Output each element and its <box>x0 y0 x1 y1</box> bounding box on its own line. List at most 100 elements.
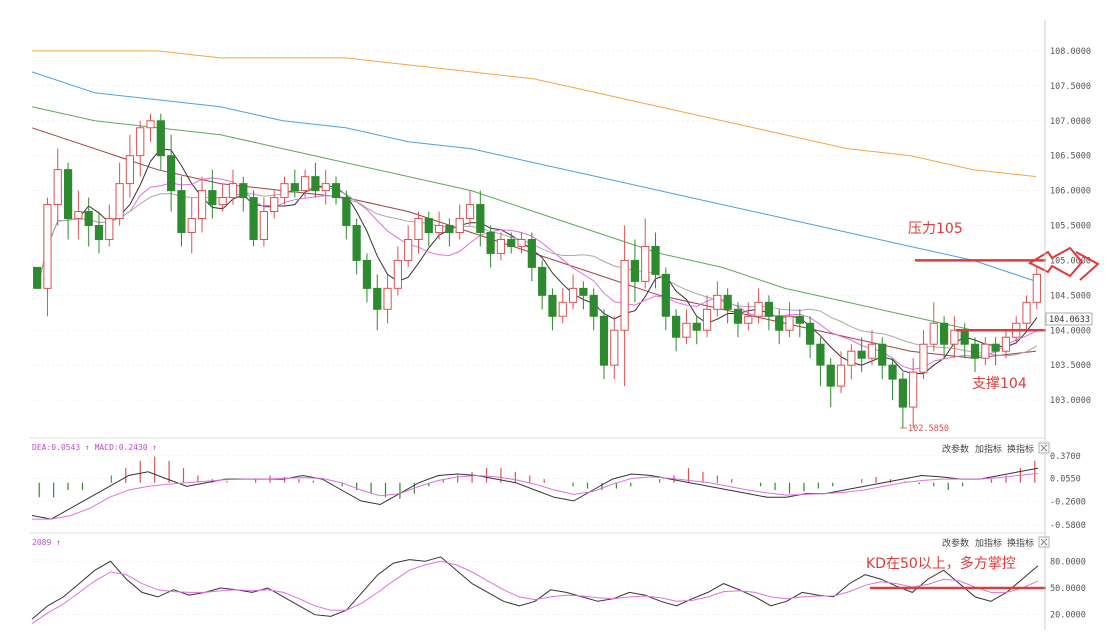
candle-body <box>239 183 248 199</box>
candle-body <box>156 120 165 157</box>
candle <box>383 274 392 324</box>
price-tick-label: 106.0000 <box>1050 187 1091 197</box>
candle-body <box>105 218 114 240</box>
candle <box>33 266 42 289</box>
price-tick-label: 106.5000 <box>1050 152 1091 162</box>
support-label: 支撑104 <box>972 376 1027 392</box>
candle-body <box>455 218 464 234</box>
candle-body <box>950 329 959 345</box>
candle-body <box>414 218 423 240</box>
candle-body <box>888 364 897 380</box>
candle <box>898 372 907 429</box>
kd-tick-label: 80.0000 <box>1050 557 1086 567</box>
price-tick-label: 104.5000 <box>1050 291 1091 301</box>
candle-body <box>548 294 557 317</box>
add-indicator-button-2[interactable]: 加指标 <box>975 537 1002 549</box>
candle <box>620 225 629 387</box>
candle-body <box>373 287 382 310</box>
candle-body <box>167 155 176 192</box>
low-price-value: 102.5850 <box>908 424 949 434</box>
candle <box>393 246 402 296</box>
candle-body <box>115 183 124 220</box>
kd-tick-label: 50.0000 <box>1050 584 1086 594</box>
candle-body <box>919 343 928 373</box>
price-axis: 108.0000 107.5000 107.0000 106.5000 106.0000… <box>1050 47 1091 406</box>
candle <box>878 337 887 380</box>
candle <box>836 351 846 394</box>
change-params-button-2[interactable]: 改参数 <box>942 537 969 549</box>
candle-body <box>723 294 732 310</box>
close-icon[interactable] <box>1038 536 1050 548</box>
candle-body <box>630 259 640 282</box>
candle-body <box>33 266 42 289</box>
candle-body <box>228 183 238 199</box>
candle-body <box>795 315 804 324</box>
candle <box>404 225 413 268</box>
candle <box>465 190 475 226</box>
candle-body <box>733 308 743 324</box>
candle <box>733 302 743 338</box>
candle <box>167 134 176 212</box>
last-price-badge: 104.0633 <box>1045 312 1093 326</box>
candle <box>630 239 640 303</box>
kd-panel: 80.0000 50.0000 20.0000 <box>31 556 1086 625</box>
ma-blue-line <box>31 71 1037 282</box>
change-params-button[interactable]: 改参数 <box>942 443 969 455</box>
candle-body <box>775 315 784 331</box>
candle-body <box>713 294 722 310</box>
candle-body <box>84 211 93 227</box>
candle <box>187 197 196 254</box>
candle-body <box>579 287 588 296</box>
macd-line <box>31 467 1039 520</box>
candle-body <box>878 343 887 366</box>
candle <box>331 176 341 205</box>
candle-body <box>898 378 907 408</box>
candle-body <box>445 225 454 234</box>
candle-body <box>620 259 629 331</box>
candle-body <box>527 238 536 268</box>
candle-body <box>960 329 969 345</box>
price-tick-label: 105.0000 <box>1050 256 1091 266</box>
candle-body <box>146 120 155 129</box>
candle-body <box>981 343 990 359</box>
switch-indicator-button-2[interactable]: 换指标 <box>1007 537 1034 549</box>
candle <box>517 232 526 254</box>
close-icon[interactable] <box>1038 442 1050 454</box>
candle-body <box>465 204 475 220</box>
candle <box>661 267 670 331</box>
candle-body <box>177 190 186 234</box>
candle <box>888 358 897 401</box>
candle <box>1032 267 1041 310</box>
candle-body <box>672 315 681 338</box>
candle-body <box>1032 273 1041 303</box>
candle-body <box>311 176 320 192</box>
price-tick-label: 105.5000 <box>1050 222 1091 232</box>
candlestick-series <box>33 113 1041 429</box>
candle <box>136 120 145 177</box>
candle <box>651 232 660 289</box>
candle-body <box>702 308 712 331</box>
candle <box>723 288 732 324</box>
candle <box>84 197 93 247</box>
switch-indicator-button[interactable]: 换指标 <box>1007 443 1034 455</box>
candle-body <box>259 211 268 240</box>
candle <box>970 337 980 373</box>
candle-body <box>342 197 351 227</box>
kd-annotation: KD在50以上，多方掌控 <box>866 555 1016 572</box>
price-tick-label: 103.5000 <box>1050 361 1091 371</box>
candle-body <box>857 350 866 359</box>
candle <box>424 211 433 247</box>
candle-body <box>744 315 753 324</box>
candle-body <box>909 371 918 408</box>
candle <box>785 302 794 338</box>
candle <box>156 113 165 170</box>
ma-green-line <box>31 106 1036 331</box>
add-indicator-button[interactable]: 加指标 <box>975 443 1002 455</box>
candle-body <box>476 204 485 234</box>
candle <box>53 148 62 226</box>
candle <box>74 190 83 240</box>
candle <box>94 211 104 254</box>
candle <box>713 281 722 317</box>
candle-body <box>434 225 444 234</box>
candle-body <box>692 322 701 331</box>
